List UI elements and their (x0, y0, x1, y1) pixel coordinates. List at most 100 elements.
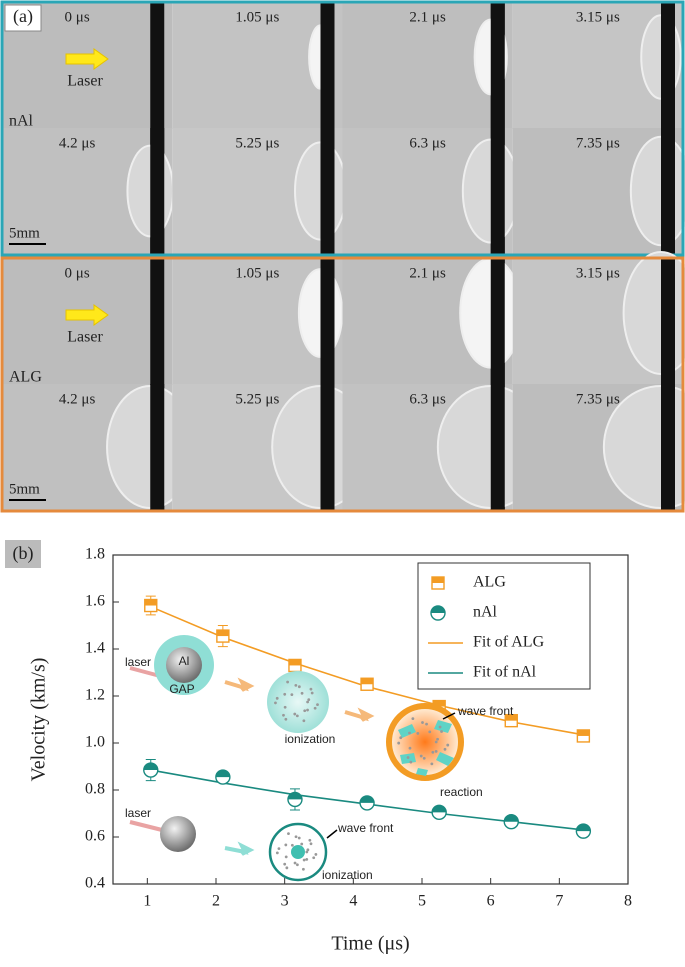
dot (275, 696, 279, 700)
dot (306, 700, 309, 704)
dot (425, 722, 428, 726)
target (320, 128, 335, 255)
marker-fill (216, 630, 229, 637)
time-label: 4.2 μs (59, 391, 96, 407)
inset-label: wave front (337, 821, 394, 835)
group-label: ALG (9, 369, 42, 386)
arrow (344, 707, 375, 722)
dot (296, 863, 299, 867)
dot (430, 762, 434, 766)
legend-box (417, 562, 591, 690)
target (150, 258, 165, 385)
laser-label: Laser (67, 329, 103, 346)
dot (409, 760, 413, 764)
time-label: 4.2 μs (59, 135, 96, 151)
dot (283, 692, 287, 696)
dot (316, 703, 319, 707)
dot (416, 731, 420, 735)
plot-frame (112, 554, 629, 885)
dot (277, 847, 281, 851)
scale-label: 5mm (9, 481, 40, 497)
dot (283, 862, 287, 866)
scale-label: 5mm (9, 225, 40, 241)
dot (440, 730, 443, 733)
x-tick-label: 4 (349, 893, 357, 910)
laser-beam (129, 666, 161, 678)
ionization-sphere (267, 671, 329, 733)
target (490, 128, 505, 255)
marker-fill (505, 714, 518, 721)
inset-label: reaction (440, 785, 483, 799)
dot (307, 698, 311, 702)
y-axis-label: Velocity (km/s) (28, 658, 50, 782)
panel-label: (a) (13, 6, 33, 27)
inset-label: wave front (457, 704, 514, 718)
legend-label: ALG (473, 574, 506, 591)
y-tick-label: 1.2 (85, 687, 105, 704)
x-axis-label: Time (μs) (331, 933, 409, 955)
dot (290, 843, 294, 847)
dot (283, 705, 287, 709)
marker-fill (361, 678, 374, 685)
time-label: 0 μs (65, 265, 90, 281)
marker-fill (432, 577, 444, 583)
target (661, 258, 675, 385)
inset-label: laser (125, 655, 151, 669)
laser-beam (129, 820, 163, 832)
marker-fill (143, 763, 158, 771)
panel-border (0, 256, 685, 513)
dot (434, 740, 438, 744)
time-label: 5.25 μs (235, 135, 279, 151)
dot (294, 835, 298, 839)
y-tick-label: 1.4 (85, 640, 105, 657)
dot (308, 838, 312, 842)
al-core (166, 647, 202, 683)
panel-a: 0 μs 1.05 μs 2.1 μs 3.15 μs 4.2 μs 5.25 μs 6.3… (0, 0, 685, 513)
shock-bubble (629, 135, 685, 247)
laser-arrow (65, 304, 109, 326)
target (320, 384, 335, 511)
marker-fill (504, 814, 519, 822)
dot (422, 756, 426, 760)
dot (297, 685, 301, 689)
time-label: 2.1 μs (409, 265, 446, 281)
y-tick-label: 1.0 (85, 734, 105, 751)
target (150, 384, 165, 511)
dot (293, 861, 297, 865)
dot (282, 713, 285, 717)
dot (303, 709, 307, 713)
inset-label: ionization (322, 868, 373, 882)
y-tick-label: 0.4 (85, 875, 105, 892)
dot (293, 712, 297, 716)
laser-label: Laser (67, 73, 103, 90)
target (150, 2, 165, 129)
dot (431, 750, 435, 754)
dot (287, 832, 290, 836)
y-tick-label: 1.8 (85, 546, 105, 563)
dot (301, 867, 305, 871)
dot (306, 848, 310, 852)
dot (294, 683, 298, 687)
dot (313, 706, 317, 710)
dots (274, 680, 450, 871)
dot (443, 747, 447, 751)
y-tick-label: 1.6 (85, 593, 105, 610)
marker-fill (215, 770, 230, 778)
dot (290, 693, 294, 697)
al-particle (160, 816, 196, 852)
marker-fill (431, 606, 445, 613)
fragments (398, 720, 454, 776)
dot (284, 843, 288, 847)
frame (2, 258, 173, 385)
time-label: 6.3 μs (409, 135, 446, 151)
panel-label: (b) (13, 543, 34, 564)
marker-fill (433, 700, 446, 707)
x-tick-label: 1 (143, 893, 151, 910)
marker-fill (432, 805, 447, 813)
dot (295, 714, 299, 718)
target (661, 128, 675, 255)
inset-label: GAP (169, 682, 194, 696)
dot (438, 725, 442, 729)
time-label: 7.35 μs (576, 135, 620, 151)
time-label: 1.05 μs (235, 9, 279, 25)
